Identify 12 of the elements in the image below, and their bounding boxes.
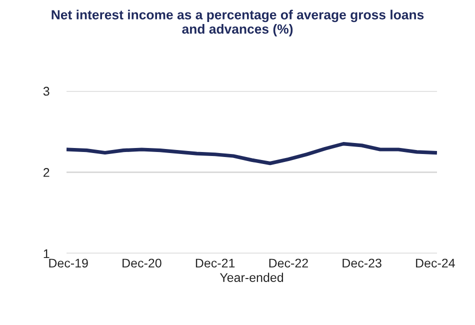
y-tick-label: 2 <box>44 168 50 177</box>
x-tick-label: Dec-19 <box>49 258 88 268</box>
chart-title: Net interest income as a percentage of average gross loans and advances (%) <box>52 10 424 36</box>
x-tick-label: Dec-24 <box>416 258 455 268</box>
x-axis-title: Year-ended <box>220 272 284 282</box>
x-tick-label: Dec-23 <box>342 258 382 268</box>
x-tick-label: Dec-21 <box>196 258 235 268</box>
line-series <box>66 142 437 166</box>
y-tick-label: 1 <box>44 249 50 258</box>
y-tick-label: 3 <box>43 86 50 96</box>
x-tick-label: Dec-20 <box>122 258 162 268</box>
x-tick-label: Dec-22 <box>269 258 308 268</box>
